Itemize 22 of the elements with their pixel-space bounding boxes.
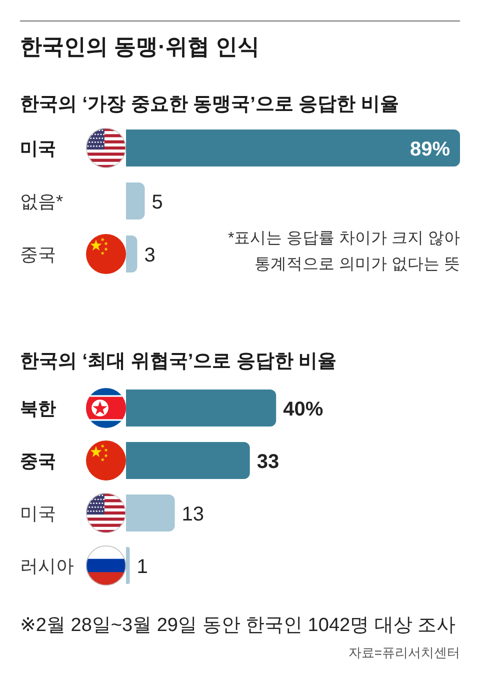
data-label: 33 <box>256 451 280 473</box>
text: ※2월 28일~3월 29일 동안 한국인 1042명 대상 조사 <box>20 615 456 636</box>
chart-subtitle: 한국의 ‘가장 중요한 동맹국’으로 응답한 비율 <box>20 94 399 115</box>
y-tick-label: 중국 <box>20 451 56 471</box>
y-tick-label: 없음* <box>20 192 64 212</box>
y-tick-label: 북한 <box>20 398 56 418</box>
data-label: 89% <box>410 138 450 160</box>
data-label: 5 <box>152 192 163 214</box>
data-label: 3 <box>144 244 156 266</box>
bar <box>126 494 175 532</box>
y-tick-label: 중국 <box>20 244 56 264</box>
y-tick-label: 미국 <box>20 504 56 524</box>
data-label: 40% <box>283 398 324 420</box>
data-label: 1 <box>136 556 148 578</box>
bar <box>126 547 130 584</box>
chart-title: 한국의 ‘최대 위협국’으로 응답한 비율 <box>20 351 337 372</box>
data-label: 13 <box>182 504 204 526</box>
y-tick-label: 러시아 <box>20 556 74 576</box>
annotation: *표시는 응답률 차이가 크지 않아 통계적으로 의미가 없다는 뜻 <box>228 230 460 273</box>
text: 자료=퓨리서치센터 <box>348 645 460 660</box>
y-tick-label: 미국 <box>20 138 56 158</box>
chart-title: 한국인의 동맹·위협 인식 <box>20 34 260 59</box>
